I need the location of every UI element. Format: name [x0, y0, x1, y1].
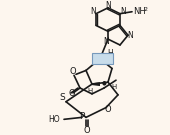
Text: N: N: [120, 7, 126, 16]
FancyBboxPatch shape: [91, 53, 113, 64]
Text: O: O: [105, 105, 111, 114]
Text: H: H: [107, 49, 113, 58]
Text: N: N: [103, 37, 109, 46]
Text: N: N: [105, 1, 111, 10]
Text: 2: 2: [143, 7, 147, 12]
Polygon shape: [92, 82, 100, 86]
Text: H: H: [87, 88, 93, 94]
Text: S: S: [59, 93, 65, 102]
Text: NH: NH: [133, 7, 146, 16]
Text: HO: HO: [48, 115, 60, 124]
Text: H: H: [111, 84, 117, 90]
Text: Ado: Ado: [96, 56, 108, 61]
Text: O: O: [69, 89, 75, 98]
Text: N: N: [127, 31, 133, 40]
Text: O: O: [84, 126, 90, 135]
Text: N: N: [90, 7, 96, 16]
Text: ●: ●: [102, 81, 106, 86]
Text: O: O: [70, 67, 76, 76]
Text: P: P: [79, 112, 85, 121]
